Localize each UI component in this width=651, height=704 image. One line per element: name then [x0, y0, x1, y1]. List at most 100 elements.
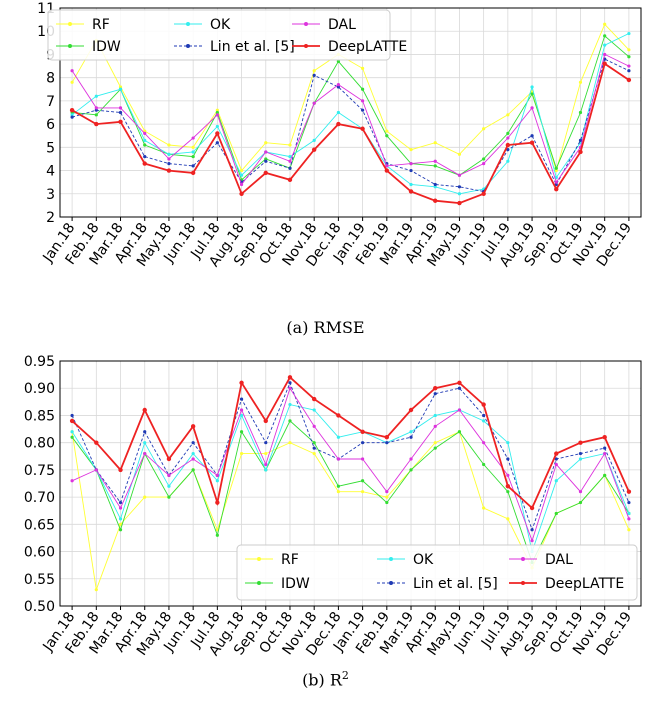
rmse-ytick-label: 3 — [46, 187, 55, 203]
rmse-plot-frame — [59, 7, 642, 218]
r2-data-point — [360, 429, 365, 434]
r2-data-point — [409, 430, 413, 434]
r2-data-point — [626, 489, 632, 494]
r2-data-point — [361, 457, 365, 461]
r2-data-point — [143, 430, 147, 434]
r2-data-point — [409, 457, 413, 461]
r2-data-point — [264, 451, 268, 456]
rmse-data-point — [482, 127, 486, 131]
r2-legend-label: DeepLATTE — [545, 576, 624, 592]
r2-data-point — [215, 473, 219, 477]
rmse-series-line-1 — [72, 35, 630, 181]
rmse-data-point — [433, 198, 438, 203]
r2-legend-marker — [257, 581, 261, 585]
rmse-data-point — [578, 110, 583, 115]
rmse-series-line-0 — [71, 23, 630, 173]
rmse-chart: 234567891011Jan.18Feb.18Mar.18Apr.18May.… — [37, 1, 642, 270]
r2-data-point — [118, 522, 123, 526]
r2-ytick-label: 0.95 — [24, 354, 55, 370]
rmse-data-point — [530, 134, 534, 138]
r2-data-point — [288, 441, 292, 445]
r2-series-line-5 — [71, 375, 630, 510]
rmse-data-point — [529, 140, 535, 145]
r2-data-point — [530, 539, 534, 543]
r2-data-point — [578, 500, 583, 505]
rmse-data-point — [554, 166, 558, 170]
r2-data-point — [627, 517, 631, 521]
r2-data-point — [143, 441, 147, 445]
rmse-data-point — [554, 186, 559, 192]
rmse-data-point — [336, 85, 340, 89]
rmse-data-point — [167, 157, 171, 161]
rmse-data-point — [70, 113, 74, 117]
rmse-data-point — [627, 48, 631, 52]
r2-data-point — [385, 441, 389, 445]
r2-data-point — [70, 413, 74, 418]
rmse-data-point — [312, 138, 316, 142]
rmse-data-point — [408, 189, 414, 194]
r2-data-point — [506, 441, 510, 445]
rmse-legend-marker — [68, 44, 72, 48]
rmse-data-point — [215, 113, 219, 117]
r2-data-point — [433, 413, 437, 418]
rmse-data-point — [94, 113, 98, 117]
rmse-data-point — [336, 110, 340, 115]
rmse-data-point — [215, 141, 219, 145]
r2-caption-superscript: 2 — [341, 669, 349, 682]
rmse-data-point — [143, 155, 147, 159]
rmse-data-point — [505, 142, 511, 148]
r2-ytick-label: 0.70 — [24, 490, 55, 506]
rmse-data-point — [215, 108, 219, 112]
rmse-data-point — [70, 115, 74, 119]
r2-ytick-label: 0.75 — [24, 463, 55, 479]
rmse-data-point — [264, 159, 268, 163]
rmse-data-point — [361, 108, 365, 112]
rmse-data-point — [94, 108, 98, 112]
r2-data-point — [578, 457, 583, 461]
rmse-data-point — [603, 22, 607, 26]
r2-data-point — [94, 588, 98, 592]
rmse-data-point — [578, 138, 583, 142]
r2-data-point — [288, 402, 292, 407]
r2-legend-marker — [389, 557, 393, 561]
r2-data-point — [215, 500, 220, 505]
rmse-legend-marker — [304, 44, 308, 48]
rmse-data-point — [506, 159, 510, 163]
r2-data-point — [457, 430, 462, 434]
rmse-series-line-5 — [71, 62, 630, 205]
rmse-data-point — [433, 141, 437, 145]
rmse-data-point — [239, 173, 244, 177]
rmse-data-point — [336, 59, 340, 64]
r2-data-point — [384, 435, 390, 440]
rmse-data-point — [239, 182, 244, 187]
r2-data-point — [457, 386, 462, 390]
r2-ytick-label: 0.60 — [24, 545, 55, 561]
r2-data-point — [70, 435, 74, 439]
r2-caption: (b) R2 — [0, 669, 651, 689]
rmse-data-point — [288, 166, 292, 170]
r2-legend-marker — [257, 557, 261, 561]
rmse-data-point — [384, 168, 390, 173]
r2-data-point — [578, 451, 583, 456]
rmse-data-point — [409, 168, 413, 173]
r2-data-point — [288, 419, 292, 423]
r2-data-point — [578, 440, 583, 445]
rmse-data-point — [481, 191, 486, 196]
r2-data-point — [69, 418, 75, 424]
r2-data-point — [118, 528, 123, 532]
rmse-data-point — [578, 149, 583, 155]
r2-data-point — [627, 500, 631, 505]
rmse-data-point — [506, 136, 510, 140]
r2-data-point — [312, 451, 316, 456]
rmse-data-point — [627, 69, 631, 73]
rmse-data-point — [312, 69, 316, 73]
rmse-data-point — [433, 164, 437, 168]
rmse-data-point — [215, 110, 219, 115]
r2-data-point — [457, 408, 462, 412]
rmse-legend-label: DeepLATTE — [328, 39, 407, 55]
rmse-data-point — [191, 145, 195, 149]
r2-data-point — [312, 408, 316, 412]
rmse-data-point — [603, 43, 607, 47]
r2-data-point — [312, 424, 316, 428]
rmse-data-point — [191, 155, 195, 159]
